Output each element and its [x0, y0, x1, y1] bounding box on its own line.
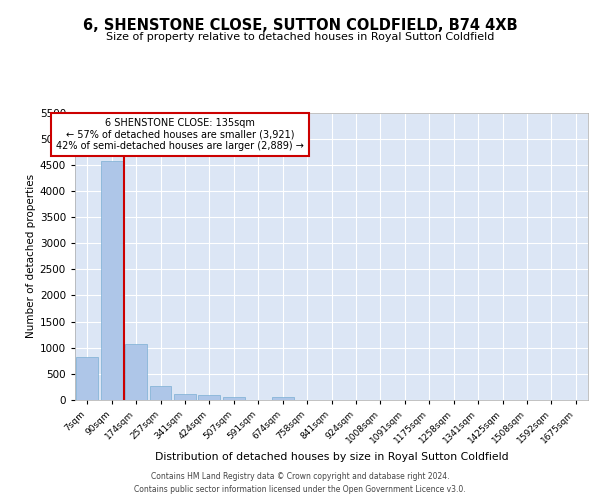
Text: Contains HM Land Registry data © Crown copyright and database right 2024.
Contai: Contains HM Land Registry data © Crown c…	[134, 472, 466, 494]
Bar	[149, 386, 172, 400]
Bar	[101, 160, 122, 400]
Bar	[223, 398, 245, 400]
X-axis label: Distribution of detached houses by size in Royal Sutton Coldfield: Distribution of detached houses by size …	[155, 452, 508, 462]
Bar	[272, 397, 293, 400]
Bar	[174, 394, 196, 400]
Text: 6 SHENSTONE CLOSE: 135sqm
← 57% of detached houses are smaller (3,921)
42% of se: 6 SHENSTONE CLOSE: 135sqm ← 57% of detac…	[56, 118, 304, 151]
Text: Size of property relative to detached houses in Royal Sutton Coldfield: Size of property relative to detached ho…	[106, 32, 494, 42]
Text: 6, SHENSTONE CLOSE, SUTTON COLDFIELD, B74 4XB: 6, SHENSTONE CLOSE, SUTTON COLDFIELD, B7…	[83, 18, 517, 32]
Bar	[199, 395, 220, 400]
Bar	[125, 344, 147, 400]
Y-axis label: Number of detached properties: Number of detached properties	[26, 174, 35, 338]
Bar	[76, 357, 98, 400]
